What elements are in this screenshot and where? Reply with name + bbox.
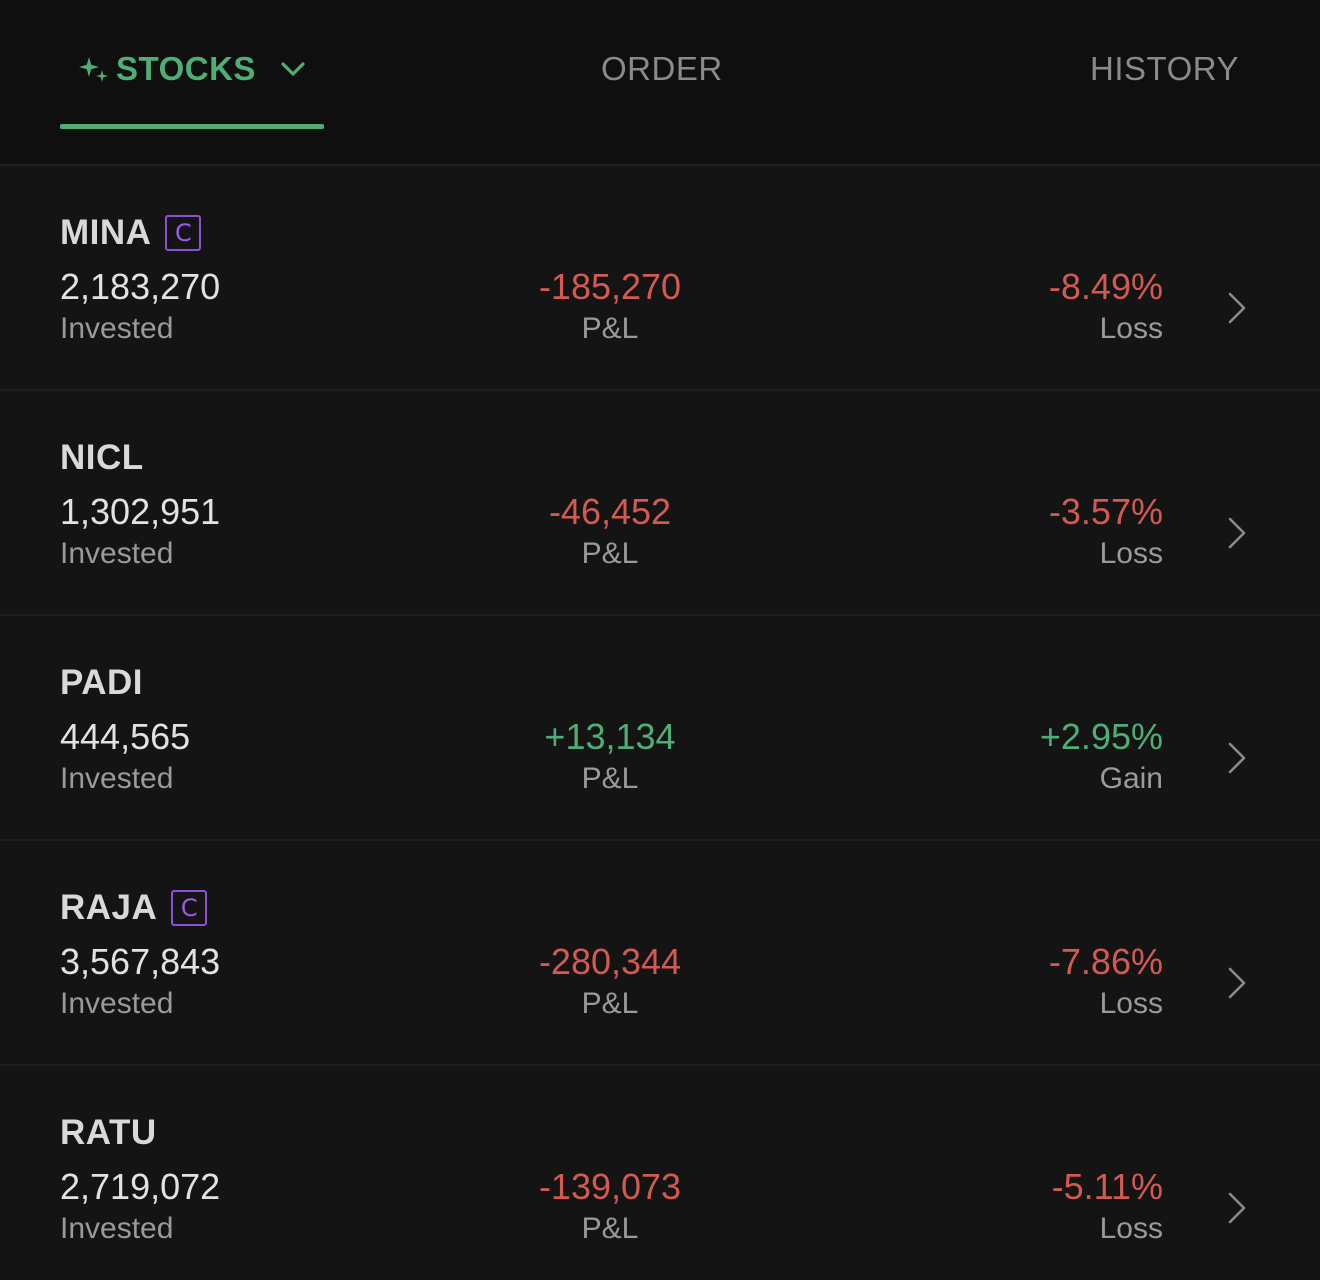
pnl-percent: -5.11% xyxy=(1051,1166,1163,1207)
pnl-label: P&L xyxy=(581,312,639,345)
pnl-value: -46,452 xyxy=(548,491,672,532)
row-header: PADI xyxy=(60,660,143,706)
ticker-symbol: RAJA xyxy=(60,888,158,927)
chevron-right-icon[interactable] xyxy=(1222,738,1252,778)
chevron-right-icon[interactable] xyxy=(1222,513,1252,553)
pnl-status-label: Gain xyxy=(1099,762,1163,795)
ticker-symbol: MINA xyxy=(60,213,152,252)
chevron-down-icon[interactable] xyxy=(278,54,308,84)
invested-value: 1,302,951 xyxy=(60,491,221,532)
invested-label: Invested xyxy=(60,312,174,345)
holding-row-mina[interactable]: MINA C 2,183,270 Invested -185,270 P&L -… xyxy=(0,166,1320,391)
pnl-value: -139,073 xyxy=(538,1166,682,1207)
pnl-status-label: Loss xyxy=(1099,537,1163,570)
chevron-right-icon[interactable] xyxy=(1222,1188,1252,1228)
invested-label: Invested xyxy=(60,762,174,795)
category-badge: C xyxy=(165,215,202,251)
pnl-status-label: Loss xyxy=(1099,1212,1163,1245)
pnl-label: P&L xyxy=(581,537,639,570)
pnl-label: P&L xyxy=(581,1212,639,1245)
row-header: RATU xyxy=(60,1110,157,1156)
tab-history[interactable]: HISTORY xyxy=(1090,50,1239,87)
invested-label: Invested xyxy=(60,537,174,570)
holding-row-raja[interactable]: RAJA C 3,567,843 Invested -280,344 P&L -… xyxy=(0,841,1320,1066)
tab-stocks-label: STOCKS xyxy=(116,50,256,87)
pnl-percent: -3.57% xyxy=(1048,491,1163,532)
ticker-symbol: PADI xyxy=(60,663,144,702)
chevron-right-icon[interactable] xyxy=(1222,963,1252,1003)
active-tab-indicator xyxy=(60,124,324,129)
sparkle-icon xyxy=(79,57,108,82)
invested-label: Invested xyxy=(60,987,174,1020)
pnl-percent: -8.49% xyxy=(1048,266,1163,307)
row-header: MINA C xyxy=(60,210,202,256)
pnl-label: P&L xyxy=(581,762,639,795)
category-badge: C xyxy=(171,890,208,926)
pnl-percent: -7.86% xyxy=(1048,941,1163,982)
ticker-symbol: RATU xyxy=(60,1113,157,1152)
pnl-value: -280,344 xyxy=(538,941,682,982)
ticker-symbol: NICL xyxy=(60,438,144,477)
pnl-percent: +2.95% xyxy=(1039,716,1163,757)
holding-row-nicl[interactable]: NICL 1,302,951 Invested -46,452 P&L -3.5… xyxy=(0,391,1320,616)
row-header: RAJA C xyxy=(60,885,208,931)
invested-value: 3,567,843 xyxy=(60,941,221,982)
invested-label: Invested xyxy=(60,1212,174,1245)
chevron-right-icon[interactable] xyxy=(1222,288,1252,328)
invested-value: 2,719,072 xyxy=(60,1166,221,1207)
tab-bar: STOCKS ORDER HISTORY xyxy=(0,0,1320,166)
pnl-value: -185,270 xyxy=(538,266,682,307)
pnl-value: +13,134 xyxy=(544,716,676,757)
pnl-status-label: Loss xyxy=(1099,312,1163,345)
pnl-status-label: Loss xyxy=(1099,987,1163,1020)
row-header: NICL xyxy=(60,435,144,481)
invested-value: 444,565 xyxy=(60,716,191,757)
holding-row-ratu[interactable]: RATU 2,719,072 Invested -139,073 P&L -5.… xyxy=(0,1066,1320,1280)
tab-stocks[interactable]: STOCKS xyxy=(76,44,308,94)
invested-value: 2,183,270 xyxy=(60,266,221,307)
holdings-list: MINA C 2,183,270 Invested -185,270 P&L -… xyxy=(0,166,1320,1280)
pnl-label: P&L xyxy=(581,987,639,1020)
holding-row-padi[interactable]: PADI 444,565 Invested +13,134 P&L +2.95%… xyxy=(0,616,1320,841)
tab-order[interactable]: ORDER xyxy=(601,50,723,87)
